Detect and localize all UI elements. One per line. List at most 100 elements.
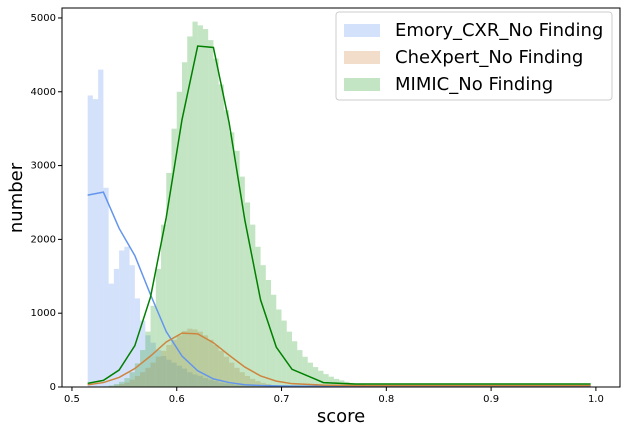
hist-bar (218, 350, 224, 387)
x-tick-label: 1.0 (588, 394, 604, 405)
hist-bar (192, 374, 198, 387)
hist-bar (255, 381, 261, 387)
hist-bar (208, 40, 214, 387)
hist-bar (140, 320, 146, 387)
hist-bar (223, 383, 230, 387)
legend-box (335, 11, 613, 101)
hist-bar (292, 341, 298, 387)
hist-bar (234, 150, 240, 387)
y-tick-label: 2000 (31, 234, 56, 245)
hist-bar (197, 25, 203, 387)
hist-bar (244, 385, 251, 387)
y-tick-label: 5000 (31, 13, 56, 24)
hist-bar (119, 384, 125, 387)
hist-bar (171, 128, 177, 387)
hist-bar (103, 187, 109, 387)
hist-bar (239, 372, 245, 387)
x-tick-label: 0.9 (483, 394, 499, 405)
hist-bar (176, 91, 182, 387)
hist-bar (208, 379, 214, 387)
hist-bar (140, 372, 146, 387)
legend-label: CheXpert_No Finding (395, 47, 583, 68)
fit-curve (87, 45, 591, 385)
hist-bar (150, 362, 156, 387)
hist-bar (244, 202, 251, 387)
hist-bar (229, 362, 235, 387)
y-tick-label: 0 (50, 382, 56, 393)
hist-bar (155, 268, 162, 387)
hist-bar (171, 339, 177, 387)
hist-bar (213, 58, 219, 388)
x-tick-label: 0.6 (169, 394, 185, 405)
hist-bar (119, 381, 125, 387)
hist-bar (286, 331, 293, 387)
hist-bar (129, 379, 135, 387)
plot-area (87, 21, 591, 388)
hist-bar (307, 362, 313, 387)
hist-bar (113, 385, 120, 387)
hist-bar (166, 344, 172, 387)
hist-bar (213, 344, 219, 387)
hist-bar (155, 350, 162, 387)
hist-bar (229, 132, 235, 387)
hist-bar (119, 250, 125, 387)
hist-bar (181, 62, 188, 388)
hist-bar (166, 359, 172, 387)
hist-bar (161, 224, 167, 387)
hist-bar (202, 335, 209, 387)
hist-bar (98, 69, 104, 387)
hist-bar (145, 335, 151, 387)
hist-bar (129, 265, 135, 387)
legend-label: MIMIC_No Finding (395, 74, 553, 95)
hist-bar (218, 84, 224, 388)
hist-bar (239, 176, 245, 387)
axes-frame (61, 7, 621, 388)
hist-bar (202, 29, 209, 387)
hist-bar (208, 339, 214, 387)
hist-bar (113, 268, 120, 387)
x-tick-label: 0.5 (64, 394, 80, 405)
fit-curve (87, 332, 591, 387)
hist-bar (87, 95, 93, 387)
y-axis-title: number (6, 162, 27, 233)
x-tick-label: 0.7 (274, 394, 290, 405)
hist-bar (108, 283, 114, 387)
hist-bar (223, 356, 230, 387)
hist-bar (113, 384, 120, 387)
hist-bar (318, 370, 324, 387)
hist-bar (92, 99, 99, 387)
hist-bar (328, 376, 334, 387)
hist-bar (192, 329, 198, 387)
hist-bar (129, 372, 135, 387)
hist-bar (161, 350, 167, 387)
hist-bar (124, 246, 130, 387)
y-tick-label: 4000 (31, 87, 56, 98)
hist-bar (323, 374, 329, 387)
hist-bar (281, 320, 287, 387)
hist-bar (176, 365, 182, 387)
hist-bar (171, 362, 177, 387)
x-axis-title: score (317, 406, 365, 427)
hist-bar (181, 368, 188, 387)
hist-bar (255, 246, 261, 387)
hist-bar (312, 367, 319, 387)
hist-bar (197, 375, 203, 387)
hist-bar (265, 279, 272, 387)
hist-bar (229, 384, 235, 387)
hist-bar (260, 265, 266, 387)
hist-bar (140, 350, 146, 387)
hist-bar (161, 356, 167, 387)
hist-bar (218, 382, 224, 387)
hist-bar (176, 335, 182, 387)
hist-bar (234, 384, 240, 387)
hist-bar (150, 342, 156, 387)
hist-bar (250, 224, 256, 387)
y-tick-label: 1000 (31, 308, 56, 319)
hist-bar (250, 385, 256, 387)
hist-bar (166, 172, 172, 387)
hist-bar (108, 385, 114, 387)
hist-bar (250, 378, 256, 387)
hist-bar (124, 378, 130, 387)
legend-patch (344, 51, 380, 64)
